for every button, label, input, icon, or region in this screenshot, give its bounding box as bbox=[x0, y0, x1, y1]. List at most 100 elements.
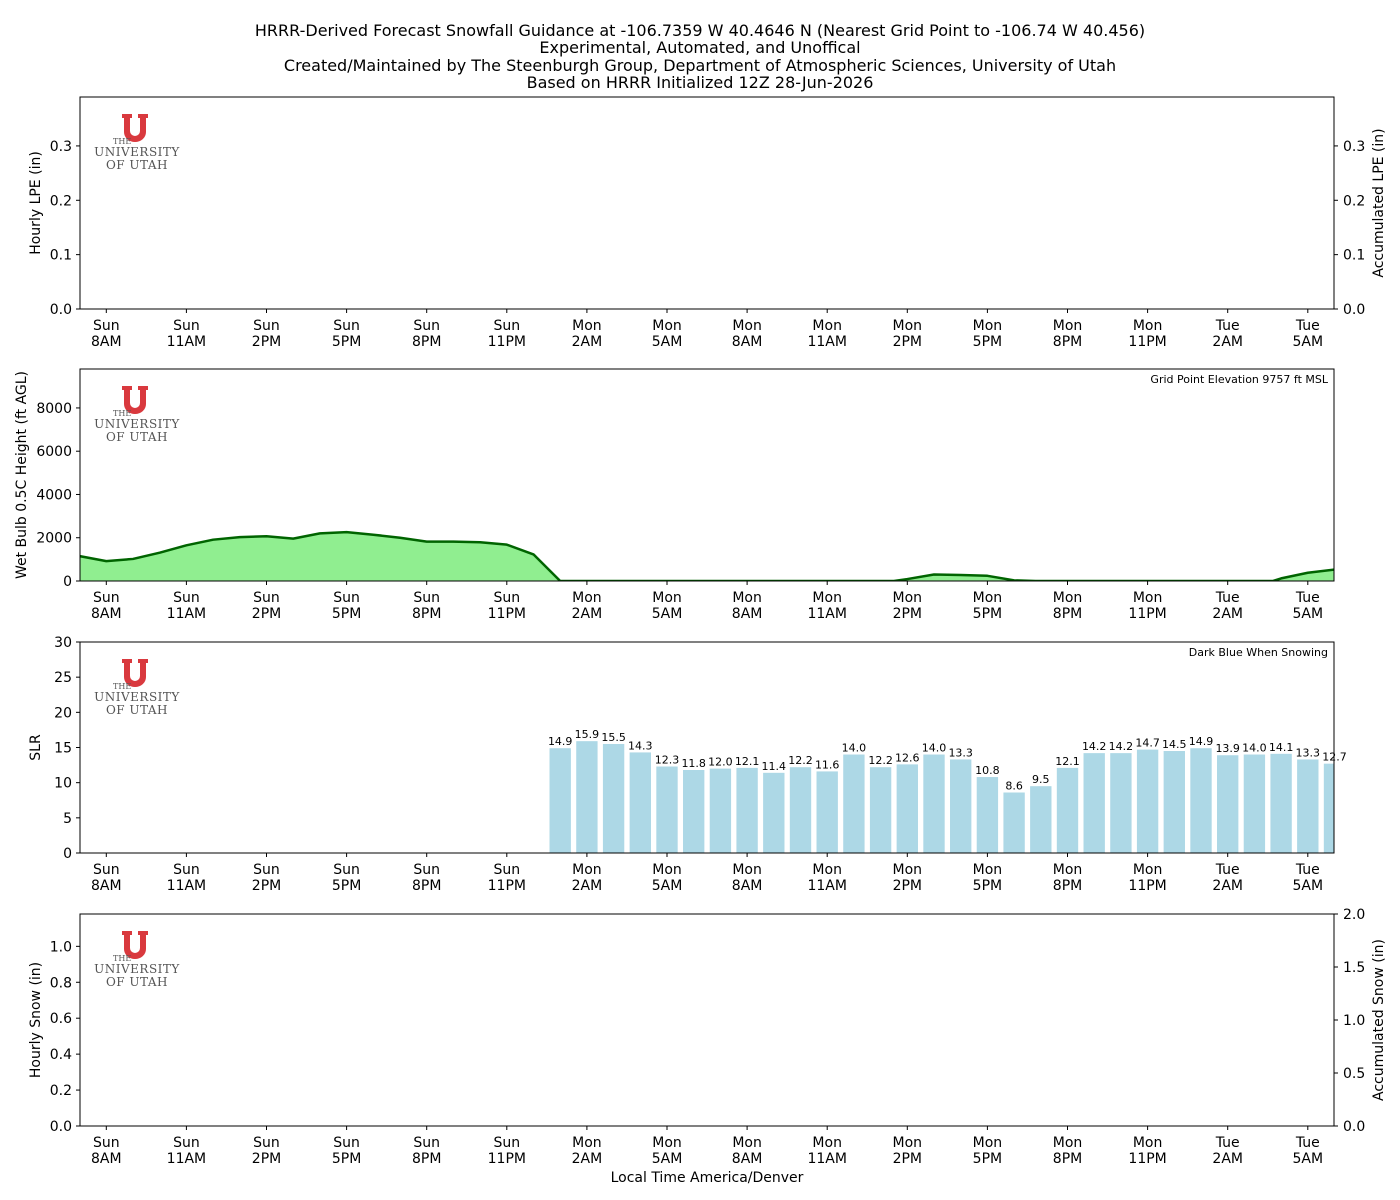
x-tick-time: 2PM bbox=[252, 1151, 281, 1167]
x-tick-time: 2AM bbox=[1212, 334, 1243, 350]
slr-bar bbox=[1270, 753, 1292, 853]
x-tick-day: Sun bbox=[173, 1135, 200, 1151]
x-tick-day: Tue bbox=[1295, 318, 1320, 334]
x-tick-day: Sun bbox=[413, 318, 440, 334]
slr-bar-label: 14.0 bbox=[922, 742, 947, 755]
slr-bar bbox=[1190, 748, 1212, 853]
y-axis-label: SLR bbox=[28, 734, 44, 761]
slr-bar-label: 13.3 bbox=[948, 746, 973, 759]
x-tick-time: 2PM bbox=[252, 878, 281, 894]
panel-annotation: Dark Blue When Snowing bbox=[1189, 646, 1328, 659]
x-tick-day: Mon bbox=[1133, 862, 1163, 878]
x-tick-day: Sun bbox=[333, 1135, 360, 1151]
x-tick-time: 2AM bbox=[1212, 606, 1243, 622]
x-tick-time: 2PM bbox=[252, 606, 281, 622]
x-tick-day: Mon bbox=[572, 318, 602, 334]
y-tick-label: 15 bbox=[54, 741, 72, 757]
slr-bar-label: 15.9 bbox=[575, 728, 600, 741]
x-tick-time: 8PM bbox=[1053, 606, 1082, 622]
slr-bar-label: 14.3 bbox=[628, 739, 653, 752]
slr-bar bbox=[1110, 753, 1132, 853]
logo-text-of-utah: OF UTAH bbox=[106, 430, 168, 444]
x-tick-time: 2PM bbox=[893, 1151, 922, 1167]
x-tick-day: Sun bbox=[253, 862, 280, 878]
logo-text-the: THE bbox=[113, 954, 131, 963]
slr-bar-label: 11.4 bbox=[762, 760, 787, 773]
y-tick-label: 1.0 bbox=[50, 939, 72, 955]
slr-bar-label: 12.6 bbox=[895, 751, 920, 764]
x-tick-day: Mon bbox=[732, 862, 762, 878]
x-tick-day: Sun bbox=[93, 862, 120, 878]
x-tick-time: 11PM bbox=[488, 878, 526, 894]
slr-bar-label: 14.1 bbox=[1269, 741, 1294, 754]
x-tick-time: 5AM bbox=[1293, 334, 1324, 350]
x-tick-time: 2PM bbox=[893, 878, 922, 894]
x-tick-time: 11AM bbox=[807, 334, 846, 350]
x-tick-time: 8PM bbox=[412, 1151, 441, 1167]
y-tick-label: 10 bbox=[54, 776, 72, 792]
x-tick-time: 8PM bbox=[1053, 1151, 1082, 1167]
y-tick-label: 20 bbox=[54, 705, 72, 721]
x-tick-day: Mon bbox=[812, 590, 842, 606]
x-tick-day: Mon bbox=[973, 1135, 1003, 1151]
x-tick-day: Mon bbox=[973, 318, 1003, 334]
x-tick-day: Sun bbox=[493, 1135, 520, 1151]
x-tick-day: Mon bbox=[893, 1135, 923, 1151]
x-tick-time: 2PM bbox=[893, 334, 922, 350]
slr-bar-label: 14.7 bbox=[1135, 737, 1160, 750]
x-tick-time: 2AM bbox=[1212, 1151, 1243, 1167]
slr-bar bbox=[1030, 786, 1052, 853]
x-tick-time: 8PM bbox=[1053, 878, 1082, 894]
x-tick-day: Mon bbox=[812, 862, 842, 878]
bar-series bbox=[549, 741, 1334, 853]
logo-text-university: UNIVERSITY bbox=[94, 417, 180, 431]
x-tick-day: Tue bbox=[1215, 590, 1240, 606]
x-tick-time: 5PM bbox=[973, 334, 1002, 350]
slr-bar bbox=[1083, 753, 1105, 853]
x-tick-day: Mon bbox=[732, 318, 762, 334]
y2-tick-label: 0.3 bbox=[1343, 139, 1365, 155]
x-tick-time: 11AM bbox=[167, 878, 206, 894]
slr-bar-label: 14.9 bbox=[548, 735, 573, 748]
slr-bar-label: 12.3 bbox=[655, 753, 680, 766]
x-tick-time: 2AM bbox=[1212, 878, 1243, 894]
slr-bar bbox=[816, 771, 838, 853]
x-tick-time: 2AM bbox=[572, 878, 603, 894]
y-tick-label: 6000 bbox=[36, 444, 72, 460]
x-tick-day: Sun bbox=[93, 590, 120, 606]
y-tick-label: 0.6 bbox=[50, 1011, 72, 1027]
y2-axis-label: Accumulated LPE (in) bbox=[1371, 128, 1387, 277]
slr-bar-label: 12.1 bbox=[735, 755, 760, 768]
slr-bar bbox=[1056, 767, 1079, 853]
x-tick-day: Mon bbox=[893, 318, 923, 334]
panel-frame bbox=[79, 913, 1335, 1127]
slr-bar bbox=[1163, 751, 1185, 853]
slr-bar-label: 10.8 bbox=[975, 764, 1000, 777]
x-tick-time: 2PM bbox=[893, 606, 922, 622]
x-tick-time: 8AM bbox=[91, 334, 122, 350]
slr-bar-label: 11.8 bbox=[681, 757, 706, 770]
slr-bar bbox=[843, 754, 865, 853]
x-tick-time: 2AM bbox=[572, 1151, 603, 1167]
x-tick-day: Sun bbox=[253, 318, 280, 334]
x-tick-time: 5AM bbox=[1293, 1151, 1324, 1167]
y-tick-label: 0.2 bbox=[50, 1083, 72, 1099]
y-tick-label: 0 bbox=[63, 846, 72, 862]
x-tick-time: 8AM bbox=[91, 606, 122, 622]
x-tick-day: Mon bbox=[812, 1135, 842, 1151]
slr-bar-label: 9.5 bbox=[1032, 773, 1050, 786]
y-tick-label: 0.4 bbox=[50, 1047, 72, 1063]
y-tick-label: 0 bbox=[63, 574, 72, 590]
x-tick-day: Sun bbox=[413, 862, 440, 878]
x-tick-time: 5PM bbox=[332, 1151, 361, 1167]
x-tick-time: 5AM bbox=[1293, 606, 1324, 622]
x-tick-day: Mon bbox=[1053, 318, 1083, 334]
panel-4: Sun8AMSun11AMSun2PMSun5PMSun8PMSun11PMMo… bbox=[28, 907, 1387, 1167]
slr-bar bbox=[763, 772, 785, 853]
slr-bar bbox=[1136, 749, 1159, 853]
x-tick-time: 11AM bbox=[807, 878, 846, 894]
x-tick-day: Tue bbox=[1215, 862, 1240, 878]
x-tick-time: 11PM bbox=[488, 334, 526, 350]
y-tick-label: 0.2 bbox=[50, 193, 72, 209]
